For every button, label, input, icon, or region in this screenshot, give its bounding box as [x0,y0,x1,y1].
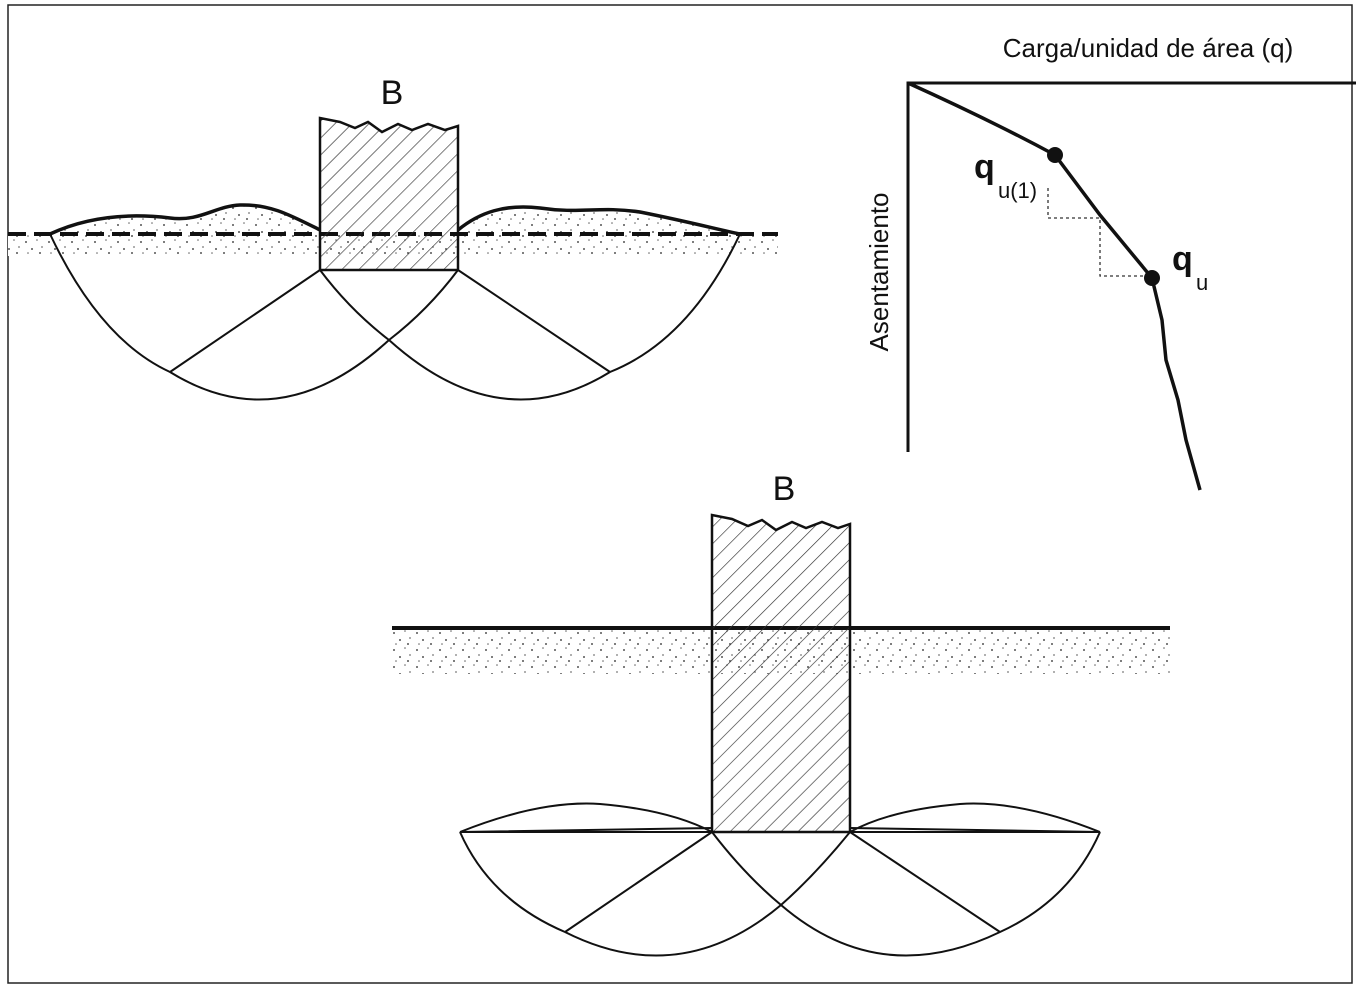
heave-line [49,203,321,236]
heave [458,206,740,234]
footing [710,513,852,834]
point [1047,147,1063,163]
deep-footing: B [392,470,1170,957]
shallow-footing: B [8,74,778,401]
load-settlement-graph: Carga/unidad de área (q) Asentamiento q … [864,33,1356,491]
footing [318,116,460,272]
point-subscript: u(1) [998,178,1037,203]
heave-line [456,205,741,236]
y-axis-label: Asentamiento [864,193,894,352]
point-label: q [1172,240,1193,278]
construction-lines [1047,188,1152,277]
width-label: B [381,74,404,112]
frame [7,4,1353,984]
point-subscript: u [1196,270,1208,295]
failure-surfaces [459,802,1101,957]
point [1144,270,1160,286]
curve [907,81,1202,491]
point-label: q [974,148,995,186]
x-axis-label: Carga/unidad de área (q) [1003,33,1294,63]
axes [906,81,1356,452]
width-label: B [773,470,796,508]
failure-surfaces [49,233,741,401]
